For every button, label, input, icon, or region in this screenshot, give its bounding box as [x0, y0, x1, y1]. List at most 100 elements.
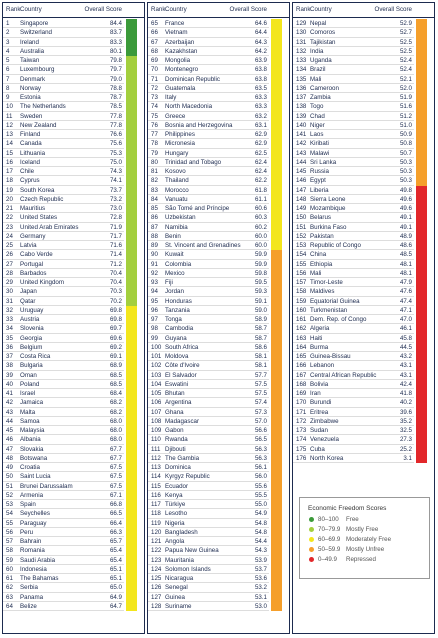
score-color	[126, 74, 137, 84]
score-color	[271, 500, 282, 510]
rank: 105	[151, 390, 162, 397]
row-line	[3, 287, 124, 297]
country: Indonesia	[20, 565, 47, 573]
row-line	[293, 269, 414, 278]
country: Dominican Republic	[165, 75, 221, 83]
country: Israel	[20, 390, 36, 397]
rank: 29	[6, 279, 13, 286]
row-line	[3, 278, 124, 288]
score: 48.1	[399, 269, 412, 277]
score: 53.7	[254, 565, 267, 573]
country: United Kingdom	[20, 279, 65, 286]
rank: 24	[6, 232, 13, 240]
score: 35.2	[399, 417, 412, 425]
rank: 22	[6, 214, 13, 222]
country: Bulgaria	[20, 362, 43, 370]
score-color	[126, 518, 137, 528]
row-line	[148, 398, 269, 408]
row-line	[3, 389, 124, 399]
rank: 45	[6, 427, 13, 434]
score-color	[271, 463, 282, 473]
country: Bahrain	[20, 538, 42, 545]
score: 49.1	[399, 223, 412, 231]
rank: 7	[6, 75, 10, 83]
country: Lebanon	[310, 362, 335, 370]
row-line	[293, 93, 414, 103]
rank: 120	[151, 528, 162, 536]
row-line	[148, 241, 269, 251]
country: Tajikistan	[310, 38, 336, 46]
rank: 114	[151, 473, 161, 481]
country: Austria	[20, 316, 40, 323]
country: Saudi Arabia	[20, 556, 56, 564]
country: Micronesia	[165, 140, 195, 148]
rank: 53	[6, 501, 13, 508]
row-line	[3, 408, 124, 417]
score: 54.3	[254, 547, 267, 555]
score: 50.3	[399, 177, 412, 185]
rank: 157	[296, 279, 307, 286]
row-line	[3, 334, 124, 343]
country: Chad	[310, 112, 325, 120]
score-color	[416, 93, 427, 103]
score: 76.6	[109, 131, 122, 138]
score: 69.2	[109, 343, 122, 351]
country: Uganda	[310, 57, 332, 64]
country: Papua New Guinea	[165, 547, 219, 555]
row-line	[148, 139, 269, 149]
rank: 64	[6, 602, 13, 610]
country: Australia	[20, 47, 45, 55]
score: 58.7	[254, 325, 267, 333]
country: Tanzania	[165, 306, 190, 314]
score-color	[126, 194, 137, 204]
country: Maldives	[310, 288, 335, 296]
country: Laos	[310, 131, 324, 138]
rank: 122	[151, 547, 162, 555]
score: 68.0	[109, 427, 122, 434]
country: Panama	[20, 593, 44, 601]
country: Mauritius	[20, 205, 46, 212]
row-line	[293, 417, 414, 426]
rank: 3	[6, 38, 10, 46]
country: Pakistan	[310, 232, 334, 240]
score: 53.0	[254, 602, 267, 610]
score: 68.2	[109, 399, 122, 407]
row-line	[293, 315, 414, 325]
country: Togo	[310, 103, 324, 111]
row-line	[3, 472, 124, 482]
rank: 110	[151, 436, 161, 444]
country: United Arab Emirates	[20, 223, 79, 231]
score: 48.9	[399, 232, 412, 240]
score: 68.5	[109, 371, 122, 379]
score: 60.2	[254, 223, 267, 231]
score: 58.1	[254, 353, 267, 360]
row-line	[3, 75, 124, 84]
row-line	[3, 556, 124, 565]
score: 53.9	[254, 556, 267, 564]
rank: 135	[296, 75, 307, 83]
rank: 127	[151, 593, 162, 601]
header-score: Overall Score	[229, 6, 267, 13]
score: 63.8	[254, 66, 267, 74]
score: 56.6	[254, 427, 267, 434]
score: 63.9	[254, 57, 267, 64]
header-score: Overall Score	[84, 6, 122, 13]
country: Tonga	[165, 316, 182, 323]
score-color	[126, 500, 137, 510]
rank: 33	[6, 316, 13, 323]
rank: 72	[151, 84, 158, 92]
score-color	[126, 537, 137, 547]
country: Brunei Darussalam	[20, 482, 73, 490]
score: 47.6	[399, 288, 412, 296]
country: Burundi	[310, 399, 332, 407]
country: Botswana	[20, 454, 48, 462]
score-color	[126, 157, 137, 167]
country: Mali	[310, 269, 322, 277]
country: Mauritania	[165, 556, 194, 564]
row-line	[293, 408, 414, 417]
score: 53.2	[254, 584, 267, 592]
rank: 145	[296, 168, 307, 175]
rank: 166	[296, 362, 307, 370]
score-color	[271, 176, 282, 186]
score: 79.7	[109, 66, 122, 74]
